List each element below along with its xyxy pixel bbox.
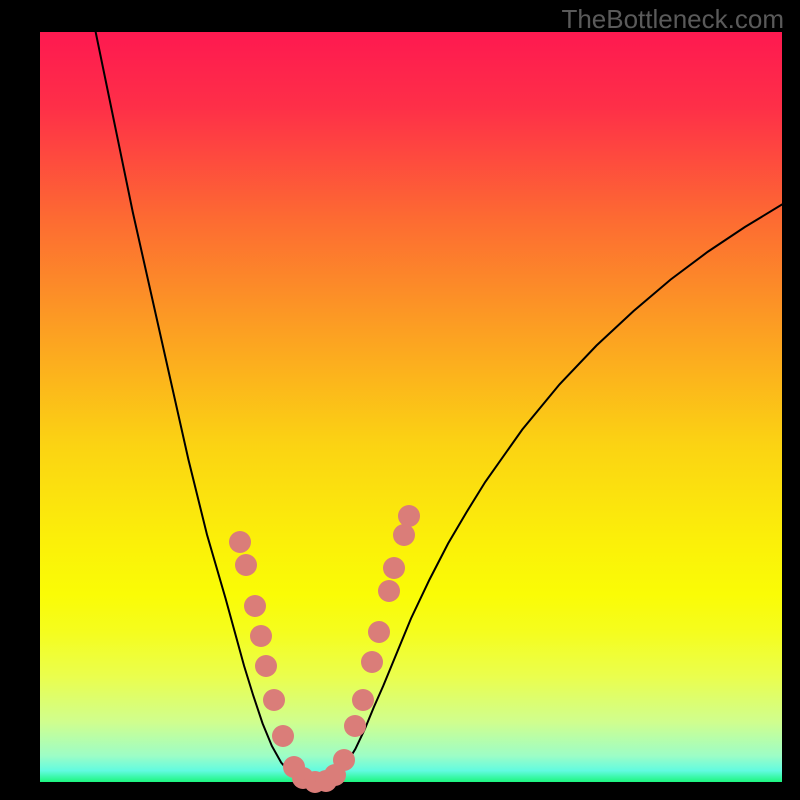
canvas: TheBottleneck.com: [0, 0, 800, 800]
data-marker: [344, 715, 366, 737]
data-marker: [383, 557, 405, 579]
data-marker: [398, 505, 420, 527]
data-marker: [352, 689, 374, 711]
data-marker: [255, 655, 277, 677]
data-marker: [378, 580, 400, 602]
data-markers-layer: [40, 32, 782, 782]
data-marker: [368, 621, 390, 643]
plot-area: [40, 32, 782, 782]
data-marker: [250, 625, 272, 647]
data-marker: [361, 651, 383, 673]
data-marker: [393, 524, 415, 546]
data-marker: [244, 595, 266, 617]
data-marker: [229, 531, 251, 553]
data-marker: [272, 725, 294, 747]
data-marker: [333, 749, 355, 771]
data-marker: [263, 689, 285, 711]
watermark-text: TheBottleneck.com: [561, 4, 784, 35]
data-marker: [235, 554, 257, 576]
